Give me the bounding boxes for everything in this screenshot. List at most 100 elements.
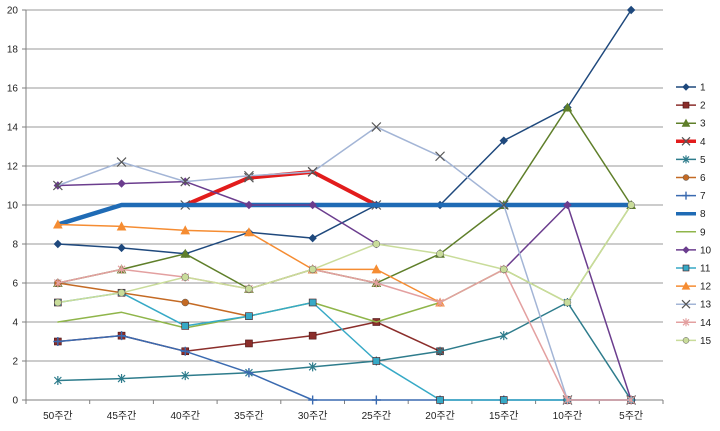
data-point: [181, 371, 190, 381]
y-tick-label: 14: [7, 123, 19, 134]
data-point: [117, 179, 126, 188]
legend-item: 14: [676, 318, 712, 329]
legend-label: 10: [700, 245, 712, 256]
series-10: [53, 177, 636, 405]
data-point: [436, 298, 444, 307]
data-point: [682, 246, 690, 254]
y-tick-label: 0: [12, 396, 18, 407]
legend-item: 2: [676, 101, 706, 112]
series-5: [53, 298, 636, 405]
series-line: [57, 268, 632, 401]
legend-item: 7: [676, 191, 706, 202]
series-9: [57, 204, 632, 329]
data-point: [245, 285, 253, 293]
series-line: [57, 126, 632, 401]
data-point: [244, 170, 254, 181]
legend-label: 8: [700, 209, 706, 220]
data-point: [436, 346, 444, 356]
data-point: [53, 337, 63, 346]
data-point: [682, 101, 690, 109]
data-point: [54, 298, 62, 307]
legend-label: 2: [700, 101, 706, 112]
data-point: [181, 273, 189, 281]
legend-label: 15: [700, 336, 712, 347]
data-point: [682, 174, 690, 181]
data-point: [180, 346, 190, 356]
series-line: [57, 301, 632, 401]
data-point: [308, 331, 317, 340]
legend-item: 6: [676, 173, 706, 184]
series-line: [57, 204, 632, 329]
data-point: [372, 278, 381, 288]
legend-item: 11: [676, 264, 711, 275]
series-line: [57, 106, 632, 290]
data-point: [244, 200, 254, 210]
y-tick-label: 10: [7, 201, 19, 212]
legend-item: 12: [676, 281, 712, 293]
data-point: [245, 312, 253, 320]
data-point: [52, 180, 63, 191]
data-point: [245, 339, 253, 348]
legend-label: 14: [700, 318, 712, 329]
series-8: [55, 202, 634, 227]
x-tick-label: 35주간: [234, 410, 264, 422]
legend-label: 11: [700, 264, 711, 275]
data-point: [116, 221, 127, 231]
legend-label: 9: [700, 227, 706, 238]
y-tick-label: 16: [7, 84, 19, 95]
x-tick-label: 10주간: [553, 410, 583, 422]
data-point: [562, 102, 573, 112]
data-point: [180, 176, 191, 187]
legend-label: 6: [700, 173, 706, 184]
data-point: [308, 265, 317, 274]
data-point: [117, 289, 126, 297]
data-point: [116, 157, 127, 168]
data-point: [627, 395, 636, 405]
y-tick-label: 12: [7, 162, 19, 173]
data-point: [499, 396, 508, 404]
series-3: [53, 102, 636, 293]
x-tick-label: 50주간: [43, 410, 73, 422]
legend-label: 4: [700, 137, 706, 148]
data-point: [682, 337, 690, 344]
data-point: [498, 200, 509, 210]
legend-item: 13: [676, 300, 712, 311]
legend-item: 3: [676, 118, 706, 130]
data-point: [436, 396, 444, 404]
legend-label: 3: [700, 119, 706, 130]
series-line: [55, 202, 634, 227]
legend-item: 5: [676, 155, 706, 166]
y-tick-label: 18: [7, 45, 19, 56]
x-tick-label: 15주간: [489, 410, 519, 422]
data-point: [627, 201, 635, 209]
x-tick-label: 25주간: [362, 410, 392, 422]
legend-label: 5: [700, 155, 706, 166]
data-point: [371, 122, 382, 132]
x-tick-label: 5주간: [619, 410, 643, 422]
legend-item: 8: [676, 209, 706, 220]
x-tick-label: 20주간: [425, 410, 455, 422]
data-point: [682, 83, 690, 91]
data-point: [180, 225, 191, 235]
data-point: [681, 136, 691, 146]
series-line: [57, 334, 632, 401]
series-15: [54, 201, 635, 307]
data-point: [682, 264, 690, 272]
data-point: [372, 357, 381, 365]
y-tick-label: 20: [7, 6, 19, 17]
series-line: [57, 282, 250, 317]
legend-label: 7: [700, 191, 706, 202]
x-tick-label: 30주간: [298, 410, 328, 422]
y-tick-label: 2: [12, 357, 18, 368]
x-tick-label: 40주간: [170, 410, 200, 422]
data-point: [244, 368, 254, 378]
legend-item: 10: [676, 245, 712, 256]
data-point: [435, 151, 445, 162]
data-point: [53, 376, 62, 385]
series-line: [183, 169, 379, 207]
data-point: [682, 318, 690, 327]
data-point: [563, 298, 572, 307]
data-point: [308, 298, 317, 307]
